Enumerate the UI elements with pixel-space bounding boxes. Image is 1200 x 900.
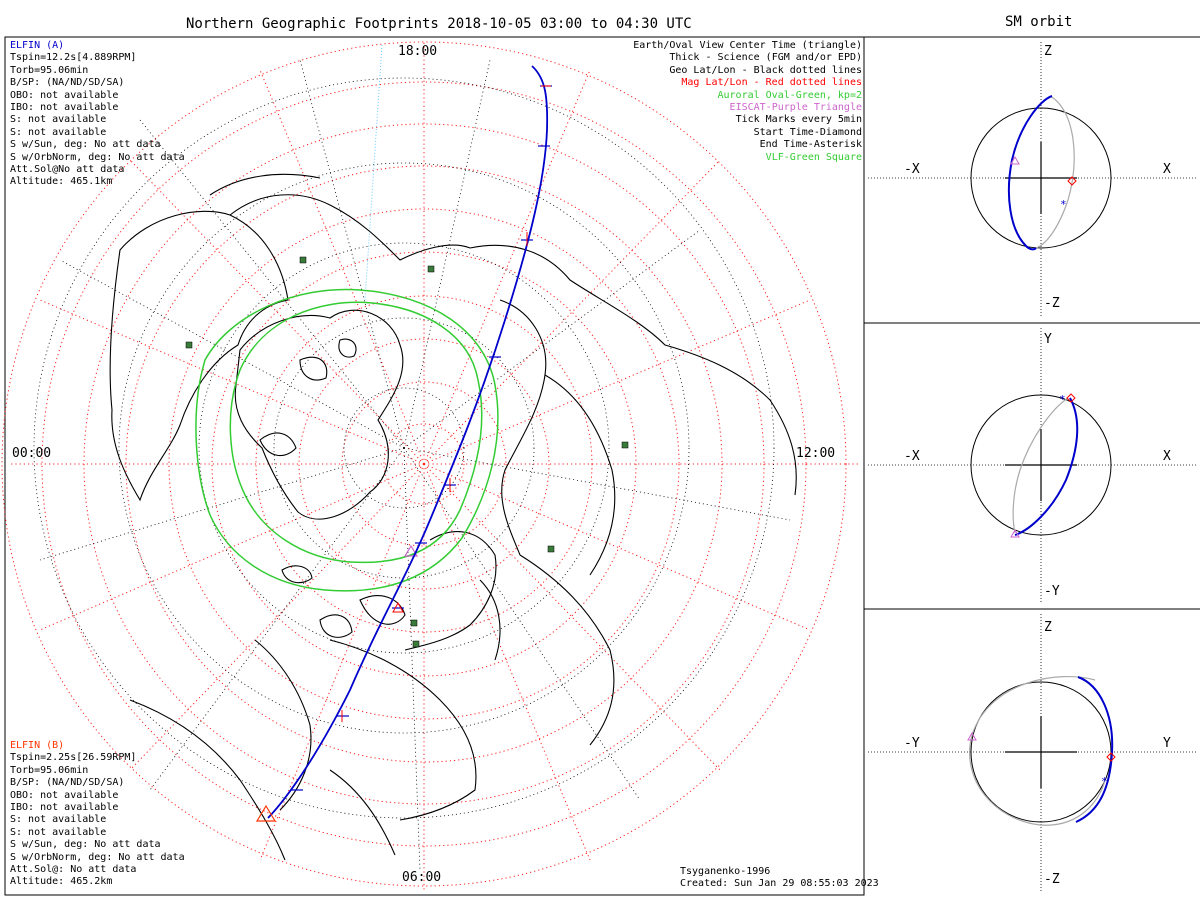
elfin-a-line: OBO: not available <box>10 89 119 101</box>
sm-panel2-hneg: -X <box>904 449 920 464</box>
sm-panel-xz: * <box>868 42 1196 318</box>
map-frame <box>4 36 865 896</box>
figure-title: Northern Geographic Footprints 2018-10-0… <box>186 16 692 32</box>
auroral-ovals <box>195 288 499 592</box>
elfin-a-line: S: not available <box>10 114 107 126</box>
legend-item: Geo Lat/Lon - Black dotted lines <box>669 64 862 76</box>
elfin-b-start-triangle <box>255 804 277 822</box>
elfin-a-name: ELFIN (A) <box>10 40 65 51</box>
noon-meridian-line <box>364 44 383 301</box>
sm-panel2-vneg: -Y <box>1044 584 1060 599</box>
sm-panel1-vneg: -Z <box>1044 296 1060 311</box>
vlf-stations <box>185 256 629 648</box>
orbit-red-marks <box>341 85 551 722</box>
mlt-label-right: 12:00 <box>796 446 836 461</box>
elfin-b-info: ELFIN (B) Tspin=2.25s[26.59RPM] Torb=95.… <box>10 740 185 889</box>
elfin-a-line: S: not available <box>10 126 107 138</box>
elfin-b-line: B/SP: (NA/ND/SD/SA) <box>10 777 125 789</box>
elfin-b-line: S: not available <box>10 826 107 838</box>
geo-grid <box>33 59 791 871</box>
elfin-b-name: ELFIN (B) <box>10 740 65 751</box>
legend-item: Earth/Oval View Center Time (triangle) <box>633 40 862 51</box>
legend-item: Mag Lat/Lon - Red dotted lines <box>681 77 862 89</box>
legend-item: Start Time-Diamond <box>753 126 862 138</box>
elfin-a-line: Tspin=12.2s[4.889RPM] <box>10 52 137 64</box>
sm-panel1-hpos: X <box>1163 162 1171 177</box>
elfin-a-line: S w/Sun, deg: No att data <box>10 139 161 151</box>
svg-text:*: * <box>1101 775 1108 788</box>
elfin-b-line: IBO: not available <box>10 802 119 814</box>
sm-panel2-vpos: Y <box>1044 332 1052 347</box>
sm-panel1-hneg: -X <box>904 162 920 177</box>
created-label: Created: Sun Jan 29 08:55:03 2023 <box>680 878 879 889</box>
sm-panel-yz: * <box>868 614 1196 892</box>
map-legend: Earth/Oval View Center Time (triangle) T… <box>633 40 862 164</box>
elfin-b-line: S w/OrbNorm, deg: No att data <box>10 851 185 863</box>
legend-item: Thick - Science (FGM and/or EPD) <box>669 52 862 64</box>
elfin-a-orbit-track <box>267 65 549 819</box>
legend-item: End Time-Asterisk <box>759 139 862 151</box>
model-label: Tsyganenko-1996 <box>680 866 771 877</box>
elfin-b-line: Altitude: 465.2km <box>10 876 113 888</box>
eiscat-triangle <box>403 544 419 557</box>
elfin-a-line: B/SP: (NA/ND/SD/SA) <box>10 77 125 89</box>
legend-item: Tick Marks every 5min <box>735 114 862 126</box>
sm-panel2-hpos: X <box>1163 449 1171 464</box>
legend-item: EISCAT-Purple Triangle <box>729 102 862 114</box>
sm-panel3-vpos: Z <box>1044 620 1052 635</box>
elfin-b-line: OBO: not available <box>10 789 119 801</box>
sm-orbit-title: SM orbit <box>1005 14 1073 30</box>
sm-panel1-vpos: Z <box>1044 44 1052 59</box>
elfin-b-line: S: not available <box>10 814 107 826</box>
elfin-a-line: Att.Sol@No att data <box>10 164 125 176</box>
elfin-a-line: Torb=95.06min <box>10 64 89 76</box>
svg-text:*: * <box>1059 393 1066 406</box>
elfin-a-line: Altitude: 465.1km <box>10 176 113 188</box>
elfin-a-line: IBO: not available <box>10 102 119 114</box>
svg-text:*: * <box>1060 198 1067 211</box>
sm-panel3-hpos: Y <box>1163 736 1171 751</box>
coastlines <box>109 173 797 861</box>
elfin-a-line: S w/OrbNorm, deg: No att data <box>10 151 185 163</box>
elfin-b-line: Att.Sol@: No att data <box>10 864 137 876</box>
sm-panel3-vneg: -Z <box>1044 872 1060 887</box>
elfin-b-line: Torb=95.06min <box>10 764 89 776</box>
sm-panel3-hneg: -Y <box>904 736 920 751</box>
legend-item: VLF-Green Square <box>765 151 862 163</box>
elfin-a-info: ELFIN (A) Tspin=12.2s[4.889RPM] Torb=95.… <box>10 40 185 189</box>
mlt-label-left: 00:00 <box>12 446 52 461</box>
orbit-ticks <box>291 85 552 791</box>
sm-panel-xy: * <box>868 328 1196 604</box>
mlt-label-bottom: 06:00 <box>402 870 442 885</box>
elfin-b-line: S w/Sun, deg: No att data <box>10 839 161 851</box>
mlt-label-top: 18:00 <box>398 44 438 59</box>
elfin-b-line: Tspin=2.25s[26.59RPM] <box>10 752 137 764</box>
legend-item: Auroral Oval-Green, kp=2 <box>717 89 863 101</box>
